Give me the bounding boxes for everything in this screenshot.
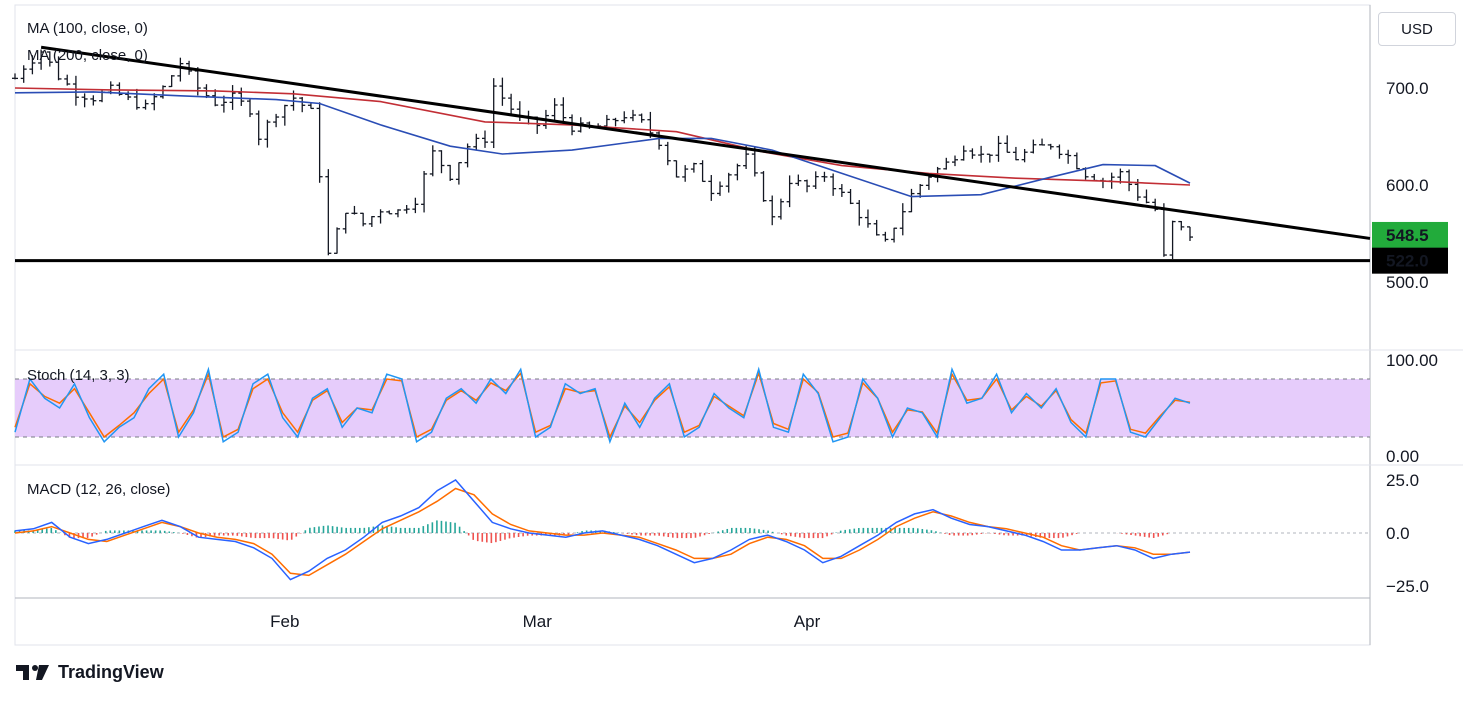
brand-name: TradingView bbox=[58, 661, 164, 682]
macd-axis-tick: −25.0 bbox=[1386, 577, 1429, 596]
price-pane[interactable]: 700.0 600.0 500.0 548.5 522.0 MA (100, close,… bbox=[12, 20, 1448, 292]
stoch-k-line bbox=[14, 366, 1191, 445]
ohlc-bars bbox=[12, 49, 1193, 259]
macd-axis-tick: 0.0 bbox=[1386, 524, 1410, 543]
ma100-legend: MA (100, close, 0) bbox=[27, 20, 148, 37]
tradingview-logo[interactable]: TradingView bbox=[16, 660, 164, 684]
currency-label: USD bbox=[1401, 20, 1433, 38]
time-axis-tick: Apr bbox=[794, 612, 821, 631]
price-axis-tick: 500.0 bbox=[1386, 273, 1429, 292]
macd-axis-tick: 25.0 bbox=[1386, 471, 1419, 490]
macd-pane[interactable]: MACD (12, 26, close) 25.0 0.0 −25.0 bbox=[14, 471, 1429, 596]
macd-histogram bbox=[14, 520, 1169, 544]
stoch-band bbox=[15, 379, 1370, 437]
macd-legend: MACD (12, 26, close) bbox=[27, 481, 170, 498]
current-price-label: 548.5 bbox=[1386, 226, 1429, 245]
price-axis-tick: 700.0 bbox=[1386, 79, 1429, 98]
tradingview-logo-icon bbox=[16, 665, 49, 680]
ma100-line bbox=[14, 91, 1191, 198]
current-price-badge bbox=[1372, 221, 1448, 248]
ma200-legend: MA (200, close, 0) bbox=[27, 47, 148, 64]
stoch-axis-tick: 0.00 bbox=[1386, 447, 1419, 466]
time-axis-tick: Mar bbox=[523, 612, 553, 631]
resistance-trendline bbox=[40, 45, 1371, 240]
stoch-legend: Stoch (14, 3, 3) bbox=[27, 367, 130, 384]
time-axis-tick: Feb bbox=[270, 612, 299, 631]
ma200-line bbox=[14, 87, 1191, 186]
support-price-label: 522.0 bbox=[1386, 252, 1429, 271]
stoch-axis-tick: 100.00 bbox=[1386, 351, 1438, 370]
price-axis-tick: 600.0 bbox=[1386, 176, 1429, 195]
currency-selector[interactable]: USD bbox=[1378, 12, 1456, 46]
macd-line bbox=[14, 479, 1191, 581]
stoch-pane[interactable]: Stoch (14, 3, 3) 100.00 0.00 bbox=[14, 351, 1438, 466]
support-price-badge bbox=[1372, 247, 1448, 274]
time-axis: Feb Mar Apr bbox=[270, 612, 820, 631]
